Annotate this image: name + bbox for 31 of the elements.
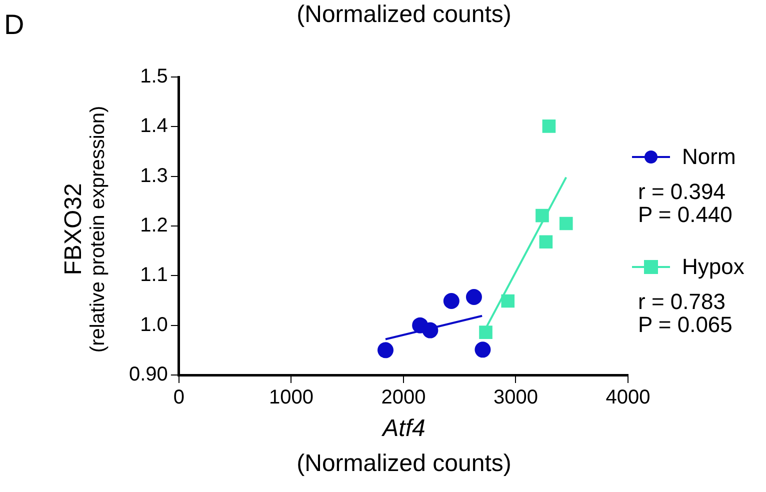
text: r = 0.394 P = 0.440 <box>638 179 732 228</box>
y-axis-title: FBXO32 (relative protein expression) <box>60 104 110 355</box>
x-axis-title: Atf4 (Normalized counts) <box>296 414 512 479</box>
point <box>422 322 438 338</box>
point <box>536 208 549 222</box>
x-tick-label: 1000 <box>268 386 314 409</box>
point <box>479 326 492 339</box>
y-tick-label: 1.5 <box>140 66 168 88</box>
x-tick-label: 2000 <box>381 386 426 409</box>
text: r = 0.783 P = 0.065 <box>638 289 732 338</box>
point <box>542 120 556 133</box>
point <box>466 289 482 306</box>
point <box>474 342 491 358</box>
y-tick-label: 1.3 <box>140 164 168 187</box>
point <box>443 292 460 309</box>
y-tick-label: 1.1 <box>140 264 168 286</box>
y-tick-label: 1.2 <box>140 214 168 237</box>
y-tick-label: 0.90 <box>128 364 168 386</box>
x-tick-label: 3000 <box>493 386 538 409</box>
legend-label: Hypox <box>682 254 744 280</box>
text: D <box>4 9 24 40</box>
point <box>559 216 573 230</box>
point <box>501 294 515 308</box>
point <box>378 342 394 358</box>
text: (Normalized counts) <box>296 1 512 28</box>
legend-label: Norm <box>682 144 736 170</box>
y-tick-label: 1.4 <box>140 115 168 138</box>
point <box>539 235 553 249</box>
x-tick-label: 4000 <box>606 386 650 409</box>
x-tick-label: 0 <box>173 386 184 409</box>
y-tick-label: 1.0 <box>140 314 168 336</box>
